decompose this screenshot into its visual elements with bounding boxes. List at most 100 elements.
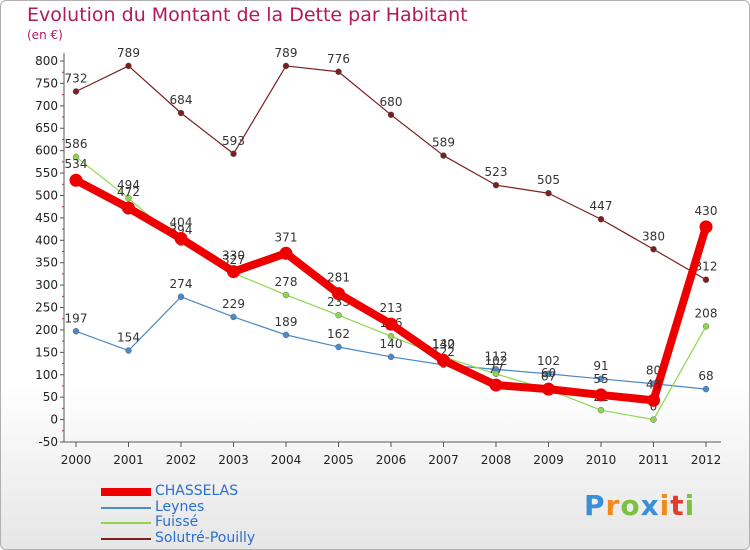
- y-tick-label: 250: [35, 301, 58, 315]
- y-tick-label: 650: [35, 121, 58, 135]
- data-label-chasselas: 371: [275, 230, 298, 244]
- data-point-chasselas: [647, 393, 660, 407]
- y-tick-label: 700: [35, 99, 58, 113]
- legend-swatch: [101, 537, 151, 540]
- data-point-solutr-pouilly: [230, 150, 237, 157]
- x-tick-label: 2011: [638, 453, 669, 467]
- y-tick-label: 0: [50, 413, 58, 427]
- data-point-fuiss-: [702, 323, 710, 330]
- data-label-chasselas: 55: [593, 372, 608, 386]
- x-tick-label: 2000: [61, 453, 92, 467]
- legend-label: Solutré-Pouilly: [155, 529, 256, 546]
- logo-letter: t: [670, 489, 685, 522]
- data-point-solutr-pouilly: [125, 62, 132, 70]
- y-tick-label: 500: [35, 188, 58, 202]
- logo-letter: o: [620, 489, 641, 522]
- y-tick-label: 550: [35, 166, 58, 180]
- data-point-leynes: [282, 331, 290, 339]
- data-label-leynes: 91: [593, 359, 608, 373]
- data-label-leynes: 274: [170, 277, 193, 291]
- data-label-fuiss-: 67: [541, 370, 556, 384]
- data-label-fuiss-: 208: [695, 306, 718, 320]
- data-label-chasselas: 472: [117, 185, 140, 199]
- legend-swatch: [101, 488, 151, 496]
- data-point-solutr-pouilly: [387, 111, 395, 118]
- data-label-leynes: 140: [380, 337, 403, 351]
- data-label-fuiss-: 494: [117, 178, 140, 192]
- x-tick-label: 2009: [533, 453, 564, 467]
- legend-swatch: [101, 522, 151, 524]
- data-label-leynes: 154: [117, 331, 140, 345]
- data-point-leynes: [125, 347, 132, 354]
- data-point-chasselas: [594, 388, 608, 402]
- x-tick-label: 2010: [586, 453, 617, 467]
- data-point-chasselas: [542, 382, 555, 396]
- data-label-solutr-pouilly: 380: [642, 229, 665, 243]
- data-label-leynes: 197: [65, 311, 88, 325]
- data-point-chasselas: [699, 220, 713, 234]
- y-tick-label: -50: [38, 435, 58, 449]
- data-point-chasselas: [227, 265, 240, 279]
- data-point-fuiss-: [72, 153, 80, 161]
- data-label-fuiss-: 140: [432, 337, 455, 351]
- data-label-solutr-pouilly: 789: [117, 46, 140, 60]
- data-point-chasselas: [437, 353, 450, 367]
- y-tick-label: 600: [35, 144, 58, 158]
- data-label-fuiss-: 102: [485, 354, 508, 368]
- data-label-leynes: 229: [222, 297, 245, 311]
- data-label-leynes: 112: [485, 349, 508, 363]
- data-point-chasselas: [332, 287, 345, 301]
- x-tick-label: 2001: [113, 453, 144, 467]
- x-tick-label: 2002: [166, 453, 197, 467]
- data-point-fuiss-: [387, 333, 395, 340]
- data-point-leynes: [230, 313, 237, 321]
- data-point-solutr-pouilly: [492, 181, 500, 189]
- y-tick-label: 150: [35, 345, 58, 359]
- y-tick-label: 400: [35, 233, 58, 247]
- x-tick-label: 2004: [271, 453, 302, 467]
- data-label-solutr-pouilly: 680: [380, 95, 403, 109]
- data-label-chasselas: 132: [432, 337, 455, 351]
- data-point-fuiss-: [335, 311, 342, 319]
- data-point-solutr-pouilly: [72, 88, 80, 95]
- y-tick-label: 750: [35, 76, 58, 90]
- data-point-chasselas: [122, 201, 135, 215]
- data-point-fuiss-: [597, 406, 605, 414]
- chart-unit: (en €): [27, 28, 63, 42]
- logo-letter: i: [659, 489, 671, 522]
- data-point-leynes: [177, 293, 185, 300]
- x-tick-label: 2006: [376, 453, 407, 467]
- data-label-solutr-pouilly: 684: [170, 93, 193, 107]
- data-point-chasselas: [279, 246, 293, 260]
- data-label-chasselas: 43: [646, 377, 661, 391]
- y-tick-label: 450: [35, 211, 58, 225]
- data-point-solutr-pouilly: [702, 276, 710, 283]
- data-point-solutr-pouilly: [545, 190, 552, 197]
- data-point-chasselas: [489, 378, 503, 392]
- data-point-leynes: [702, 385, 710, 393]
- y-tick-label: 200: [35, 323, 58, 337]
- legend-label: Leynes: [155, 498, 205, 515]
- y-tick-label: 100: [35, 368, 58, 382]
- data-label-chasselas: 330: [222, 249, 245, 263]
- data-label-solutr-pouilly: 732: [65, 71, 88, 85]
- data-point-solutr-pouilly: [282, 62, 290, 70]
- data-point-leynes: [387, 353, 395, 361]
- x-tick-label: 2003: [218, 453, 249, 467]
- data-point-leynes: [72, 328, 80, 335]
- logo-letter: r: [605, 489, 621, 522]
- data-point-chasselas: [174, 232, 188, 246]
- data-label-fuiss-: 586: [65, 137, 88, 151]
- data-point-fuiss-: [492, 370, 500, 378]
- data-label-chasselas: 77: [488, 362, 503, 376]
- data-label-leynes: 189: [275, 315, 298, 329]
- x-tick-label: 2005: [323, 453, 354, 467]
- data-point-fuiss-: [282, 291, 290, 299]
- data-label-solutr-pouilly: 312: [695, 260, 718, 274]
- data-label-solutr-pouilly: 776: [327, 52, 350, 66]
- x-tick-label: 2008: [481, 453, 512, 467]
- y-tick-label: 350: [35, 256, 58, 270]
- data-label-chasselas: 534: [65, 157, 88, 171]
